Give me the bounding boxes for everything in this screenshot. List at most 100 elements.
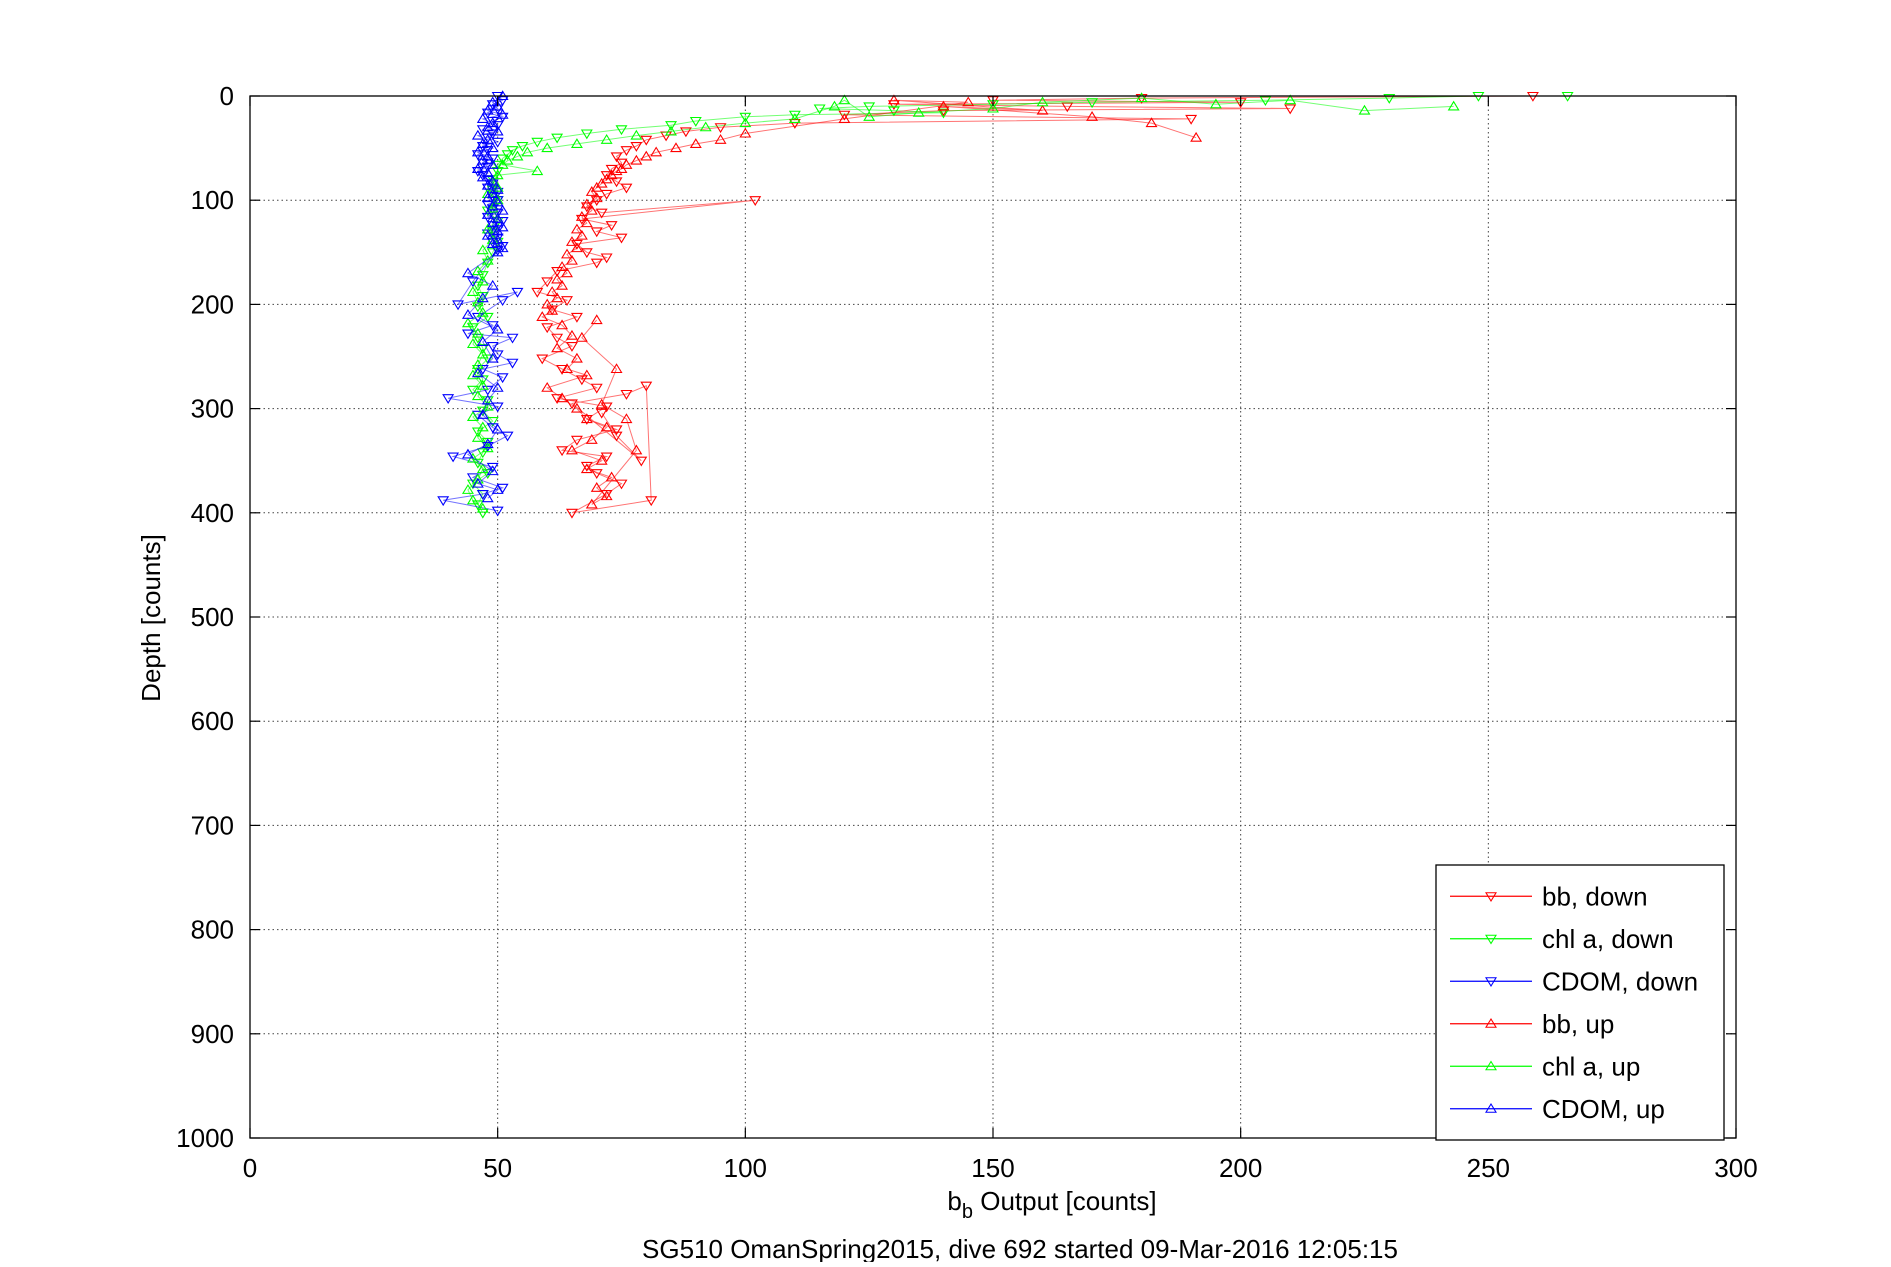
data-point: [1036, 104, 1049, 115]
data-point: [828, 100, 841, 111]
data-point: [491, 402, 504, 413]
data-point: [565, 236, 578, 246]
data-point: [600, 421, 613, 432]
data-point: [595, 398, 608, 409]
data-point: [630, 129, 643, 140]
data-point: [491, 181, 504, 192]
x-tick-label: 100: [724, 1153, 767, 1183]
data-point: [590, 192, 603, 203]
data-point: [491, 125, 504, 136]
data-point: [1209, 98, 1222, 109]
data-point: [615, 125, 628, 136]
data-point: [561, 296, 573, 307]
data-point: [749, 196, 762, 207]
data-point: [466, 277, 479, 288]
data-point: [496, 221, 509, 232]
y-tick-labels: 0 100 200 300 400 500 600 700 800 900 1000: [176, 81, 234, 1153]
data-point: [838, 110, 851, 121]
data-point: [665, 121, 678, 131]
data-point: [605, 221, 618, 232]
data-point: [615, 233, 628, 244]
data-point: [491, 183, 504, 194]
data-point: [481, 223, 494, 234]
data-point: [471, 129, 484, 140]
data-point: [580, 198, 593, 209]
data-point: [486, 154, 499, 165]
data-point: [471, 390, 484, 401]
data-point: [1383, 94, 1396, 104]
data-point: [476, 138, 489, 148]
series-layer: [437, 90, 1574, 519]
data-point: [546, 304, 559, 315]
data-point: [580, 463, 593, 474]
data-point: [531, 165, 544, 176]
data-point: [590, 383, 603, 394]
data-point: [461, 448, 474, 459]
data-point: [739, 112, 752, 123]
data-point: [516, 141, 529, 152]
data-point: [590, 469, 603, 480]
data-point: [491, 100, 504, 111]
data-point: [481, 438, 494, 449]
data-point: [887, 100, 900, 111]
x-axis-label: bb Output [counts]: [947, 1186, 1156, 1223]
data-point: [670, 142, 682, 153]
data-point: [541, 277, 554, 288]
data-point: [466, 286, 479, 296]
legend-swatch-marker: [1485, 1102, 1497, 1113]
data-point: [620, 183, 633, 194]
data-point: [570, 312, 583, 323]
data-point: [442, 394, 455, 404]
data-point: [556, 446, 569, 457]
data-point: [838, 94, 851, 105]
data-point: [491, 506, 504, 517]
data-point: [551, 292, 564, 303]
data-point: [471, 473, 484, 484]
data-point: [481, 104, 494, 115]
data-point: [491, 246, 504, 257]
data-point: [531, 287, 544, 298]
data-point: [461, 267, 474, 278]
data-point: [630, 141, 643, 152]
series-bb-up: [536, 94, 1203, 509]
data-point: [610, 152, 623, 163]
data-point: [551, 267, 564, 277]
data-point: [575, 375, 588, 386]
data-point: [486, 352, 499, 363]
x-tick-label: 0: [243, 1153, 257, 1183]
data-point: [551, 333, 564, 344]
data-point: [452, 300, 465, 311]
data-point: [536, 311, 549, 321]
data-point: [620, 389, 633, 400]
y-tick-label: 600: [191, 706, 234, 736]
data-point: [556, 392, 569, 403]
data-point: [595, 208, 608, 219]
data-point: [1447, 100, 1460, 111]
data-point: [556, 319, 569, 330]
data-point: [481, 150, 494, 161]
data-point: [461, 309, 474, 319]
data-point: [481, 385, 494, 396]
data-point: [491, 194, 504, 205]
data-point: [739, 117, 752, 128]
data-point: [838, 113, 851, 123]
data-point: [575, 229, 588, 240]
data-point: [481, 396, 494, 407]
data-point: [615, 479, 628, 490]
data-point: [476, 508, 489, 519]
legend-label: bb, down: [1542, 881, 1648, 911]
x-tick-label: 300: [1714, 1153, 1757, 1183]
x-tick-label: 50: [483, 1153, 512, 1183]
data-point: [565, 508, 578, 519]
data-point: [1190, 131, 1203, 142]
data-point: [565, 329, 578, 340]
data-point: [481, 108, 494, 119]
data-point: [570, 402, 583, 413]
data-point: [541, 323, 554, 334]
data-point: [491, 350, 504, 361]
data-point: [640, 381, 653, 392]
data-point: [506, 358, 519, 369]
data-point: [595, 454, 608, 465]
data-point: [580, 369, 593, 380]
